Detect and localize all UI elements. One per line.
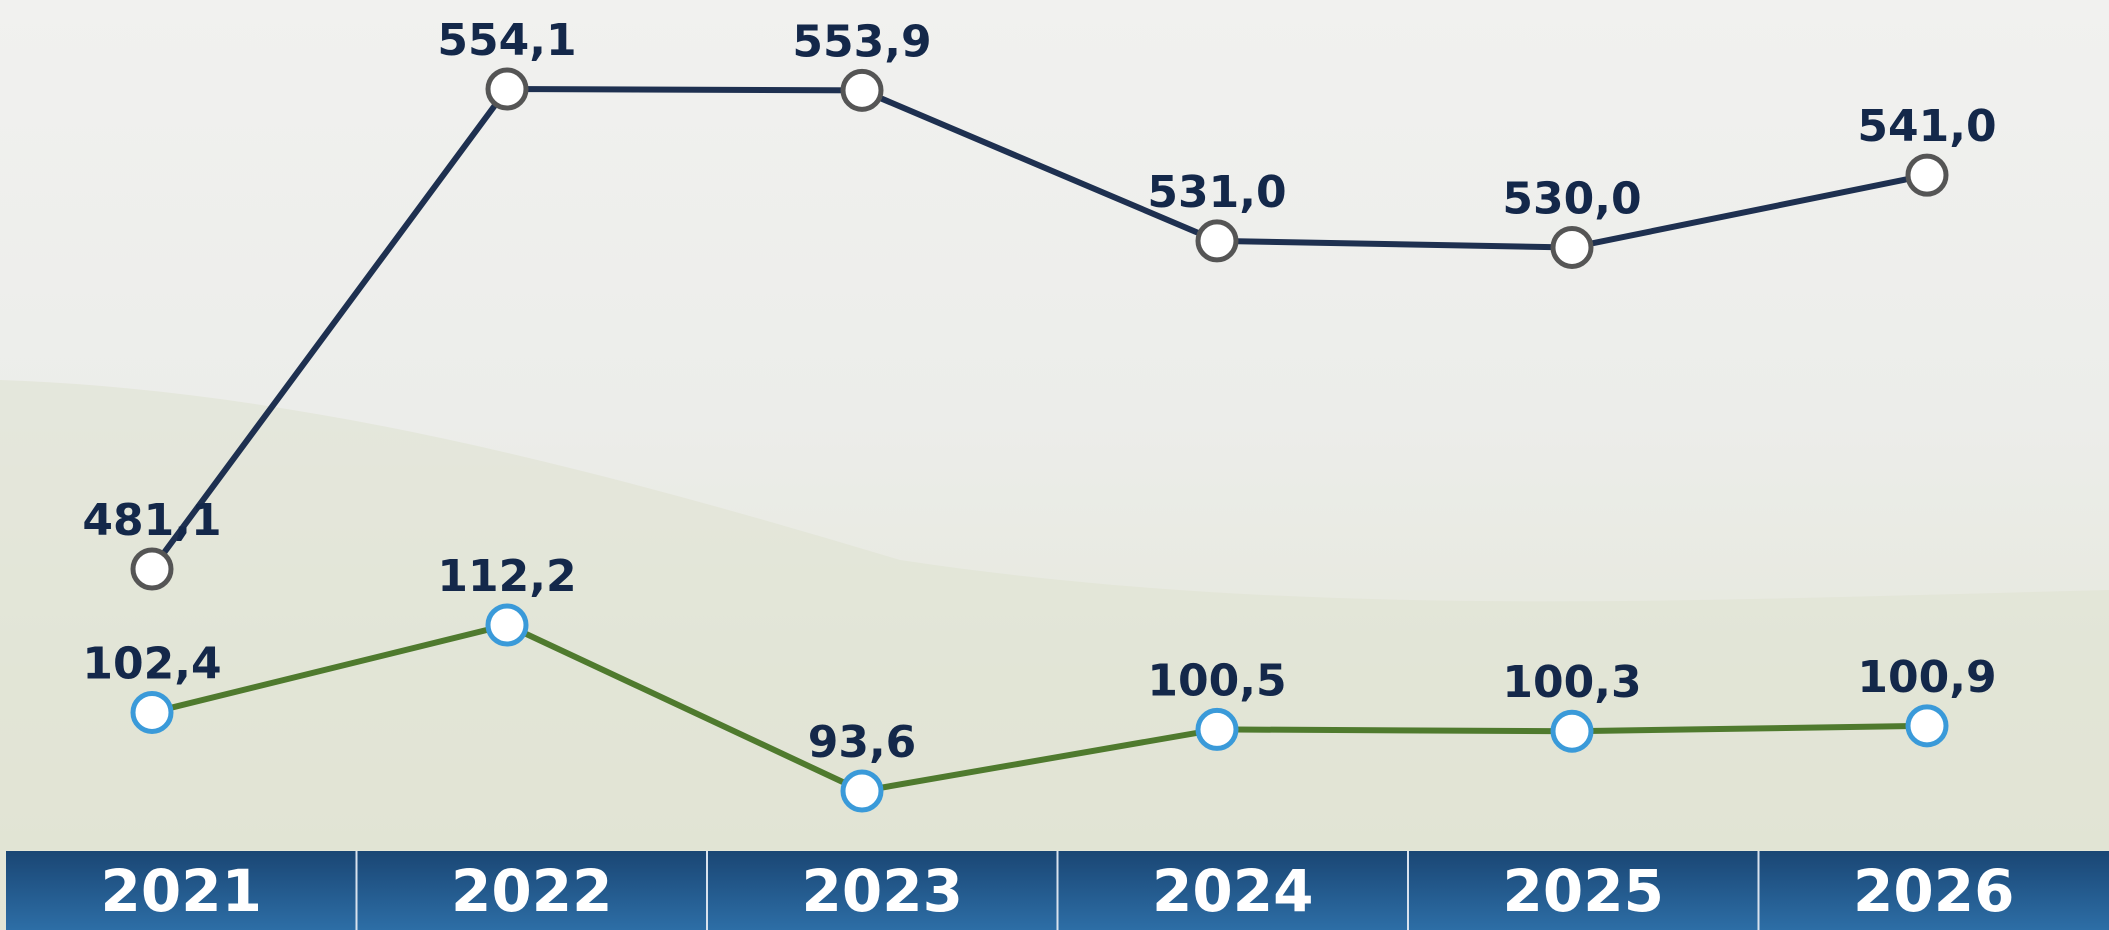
series-line (149, 86, 1928, 571)
data-point (840, 68, 884, 112)
data-point (1905, 704, 1949, 748)
x-tick-label: 2024 (1152, 857, 1313, 925)
data-label: 541,0 (1857, 101, 1996, 152)
data-label: 531,0 (1147, 167, 1286, 218)
data-point (130, 547, 174, 591)
x-tick-label: 2021 (101, 857, 262, 925)
data-label: 100,3 (1502, 657, 1641, 708)
data-point (1550, 709, 1594, 753)
data-label: 112,2 (437, 551, 576, 602)
data-label: 100,9 (1857, 652, 1996, 703)
x-tick-label: 2025 (1503, 857, 1664, 925)
data-label: 100,5 (1147, 655, 1286, 706)
x-tick-label: 2026 (1853, 857, 2014, 925)
data-label: 554,1 (437, 15, 576, 66)
data-label: 553,9 (792, 16, 931, 67)
data-point (1195, 219, 1239, 263)
data-label: 530,0 (1502, 173, 1641, 224)
data-point (485, 67, 529, 111)
x-tick-label: 2022 (451, 857, 612, 925)
data-label: 93,6 (808, 717, 917, 768)
data-label: 102,4 (82, 638, 221, 689)
data-point (1195, 707, 1239, 751)
data-label: 481,1 (82, 495, 221, 546)
series-line (151, 622, 1928, 794)
data-point (840, 769, 884, 813)
data-point (1550, 225, 1594, 269)
data-point (1905, 153, 1949, 197)
x-tick-label: 2023 (802, 857, 963, 925)
data-point (485, 603, 529, 647)
data-point (130, 690, 174, 734)
